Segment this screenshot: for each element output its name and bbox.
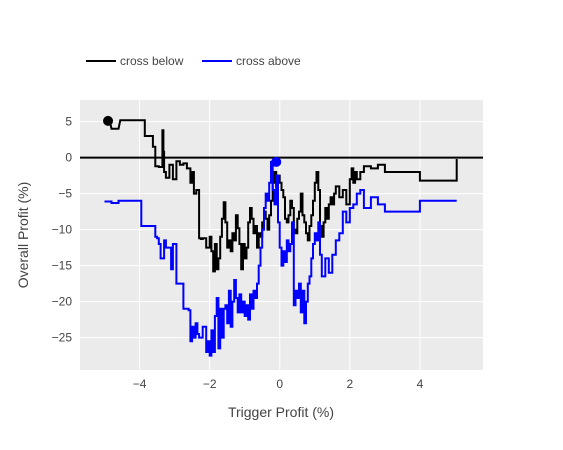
legend: cross below cross above [86, 54, 301, 68]
x-tick-label: 4 [417, 377, 424, 391]
legend-item-cross-above[interactable]: cross above [202, 54, 301, 68]
x-tick-label: −2 [203, 377, 217, 391]
y-tick-label: 0 [65, 151, 72, 165]
y-tick-label: 5 [65, 115, 72, 129]
legend-label-cross-above: cross above [236, 54, 301, 68]
series-marker-cross-below[interactable] [103, 115, 114, 126]
plot-background [80, 100, 483, 370]
x-tick-label: 0 [276, 377, 283, 391]
y-axis-title: Overall Profit (%) [15, 182, 31, 289]
y-tick-label: −5 [58, 187, 72, 201]
y-tick-label: −10 [52, 223, 73, 237]
y-tick-label: −15 [52, 259, 73, 273]
y-axis-ticks: 5 0 −5 −10 −15 −20 −25 [52, 115, 73, 345]
legend-label-cross-below: cross below [120, 54, 184, 68]
series-line-cross-above [104, 160, 457, 357]
x-axis-ticks: −4 −2 0 2 4 [133, 377, 424, 391]
series-layer [103, 115, 458, 357]
x-tick-label: −4 [133, 377, 147, 391]
series-marker-cross-above[interactable] [271, 156, 282, 167]
x-axis-title: Trigger Profit (%) [228, 404, 334, 420]
y-tick-label: −20 [52, 295, 73, 309]
x-tick-label: 2 [346, 377, 353, 391]
legend-item-cross-below[interactable]: cross below [86, 54, 184, 68]
y-tick-label: −25 [52, 331, 73, 345]
